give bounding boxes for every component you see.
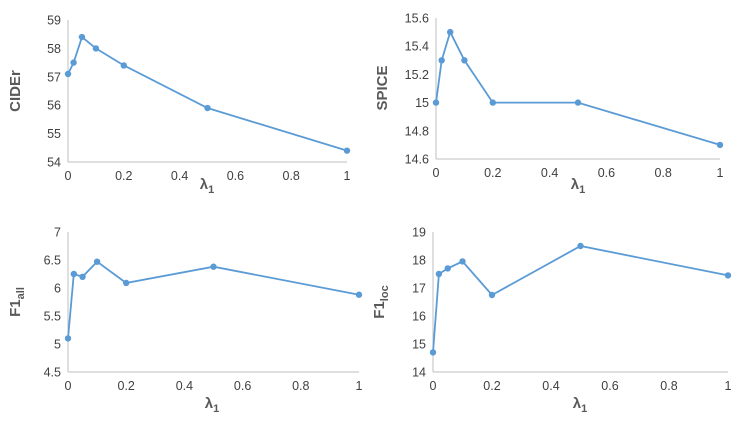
y-tick-label: 16 — [412, 310, 426, 324]
x-tick-label: 0.6 — [601, 379, 618, 393]
data-point — [120, 62, 128, 69]
y-tick-label: 7 — [54, 226, 61, 240]
chart-panel-1: 54 55 56 57 58 59 0 0.2 0.4 0.6 0.8 1 λ1 CIDEr — [7, 14, 351, 197]
data-point — [93, 258, 101, 265]
data-point — [123, 279, 130, 287]
x-tick-label: 0 — [433, 166, 440, 180]
chart-panel-3: 4.5 5 5.5 6 6.5 7 0 0.2 0.4 0.6 0.8 1 λ1 F1all — [7, 226, 363, 416]
series-line — [67, 260, 360, 339]
data-point — [204, 104, 211, 112]
x-tick-label: 0.6 — [234, 379, 251, 393]
y-tick-label: 14.8 — [405, 124, 429, 138]
series-line — [432, 245, 729, 353]
x-tick-label: 0 — [65, 169, 72, 183]
y-tick-label: 59 — [47, 14, 61, 28]
y-axis-label: F1loc — [371, 285, 391, 318]
series-line — [67, 35, 348, 152]
y-tick-label: 5 — [54, 338, 61, 352]
x-tick-label: 0.4 — [541, 166, 558, 180]
x-tick-label: 0.8 — [292, 379, 309, 393]
y-axis-label: F1all — [7, 287, 27, 317]
series-line — [435, 29, 721, 146]
data-point — [64, 335, 72, 342]
y-axis-label: SPICE — [374, 65, 391, 110]
data-point — [429, 349, 437, 356]
y-tick-label: 15.2 — [405, 68, 429, 82]
y-tick-label: 14.6 — [405, 153, 429, 167]
x-axis-label: λ1 — [200, 176, 214, 196]
x-tick-label: 0.4 — [171, 169, 188, 183]
data-point — [70, 270, 78, 278]
y-tick-label: 14 — [412, 366, 426, 380]
x-tick-label: 0.2 — [483, 379, 500, 393]
data-point — [577, 242, 584, 250]
x-tick-label: 0.2 — [484, 166, 501, 180]
x-tick-label: 1 — [717, 166, 724, 180]
y-tick-label: 6 — [54, 282, 61, 296]
x-tick-label: 0.6 — [227, 169, 244, 183]
data-point — [79, 273, 86, 280]
y-tick-label: 4.5 — [44, 366, 61, 380]
y-tick-label: 54 — [47, 156, 61, 170]
x-tick-label: 0.4 — [542, 379, 559, 393]
data-point — [716, 141, 724, 149]
data-point — [92, 45, 100, 52]
chart-panel-4: 14 15 16 17 18 19 0 0.2 0.4 0.6 0.8 1 λ1 F1loc — [371, 226, 732, 416]
data-point — [438, 57, 445, 64]
y-tick-label: 15 — [415, 96, 429, 110]
data-point — [447, 28, 454, 36]
data-point — [488, 291, 496, 299]
data-point — [70, 59, 77, 66]
data-point — [435, 270, 443, 278]
chart-panel-2: 14.6 14.8 15 15.2 15.4 15.6 0 0.2 0.4 0.6 0.8 1 λ1 SP… — [374, 12, 724, 197]
y-tick-label: 18 — [412, 254, 426, 268]
x-tick-label: 0.6 — [598, 166, 615, 180]
x-axis-label: λ1 — [573, 395, 587, 415]
x-axis-label: λ1 — [571, 176, 585, 196]
y-tick-label: 58 — [47, 42, 61, 56]
x-axis-label: λ1 — [205, 395, 219, 415]
x-tick-label: 0.8 — [660, 379, 677, 393]
x-tick-label: 0.2 — [118, 379, 135, 393]
y-tick-label: 5.5 — [44, 310, 61, 324]
data-point — [489, 99, 496, 106]
y-tick-label: 15.4 — [405, 40, 429, 54]
data-point — [444, 265, 451, 272]
y-tick-label: 56 — [47, 99, 61, 113]
data-point — [355, 291, 363, 298]
x-tick-label: 0.2 — [115, 169, 132, 183]
x-tick-label: 0 — [430, 379, 437, 393]
data-point — [432, 99, 440, 106]
y-tick-label: 6.5 — [44, 254, 61, 268]
x-tick-label: 0.4 — [176, 379, 193, 393]
x-tick-label: 0.8 — [283, 169, 300, 183]
data-point — [724, 272, 732, 279]
data-point — [210, 263, 217, 270]
y-tick-label: 17 — [412, 282, 426, 296]
y-tick-label: 57 — [47, 70, 61, 84]
x-tick-label: 1 — [344, 169, 351, 183]
data-point — [343, 147, 351, 154]
x-tick-label: 1 — [725, 379, 732, 393]
data-point — [459, 258, 466, 265]
x-tick-label: 0.8 — [655, 166, 672, 180]
data-point — [78, 33, 86, 41]
x-tick-label: 0 — [65, 379, 72, 393]
y-tick-label: 19 — [412, 226, 426, 240]
x-tick-label: 1 — [356, 379, 363, 393]
data-point — [461, 57, 468, 64]
data-point — [574, 99, 582, 106]
y-tick-label: 55 — [47, 127, 61, 141]
y-tick-label: 15 — [412, 338, 426, 352]
data-point — [64, 70, 72, 78]
y-axis-label: CIDEr — [7, 70, 24, 112]
y-tick-label: 15.6 — [405, 12, 429, 26]
